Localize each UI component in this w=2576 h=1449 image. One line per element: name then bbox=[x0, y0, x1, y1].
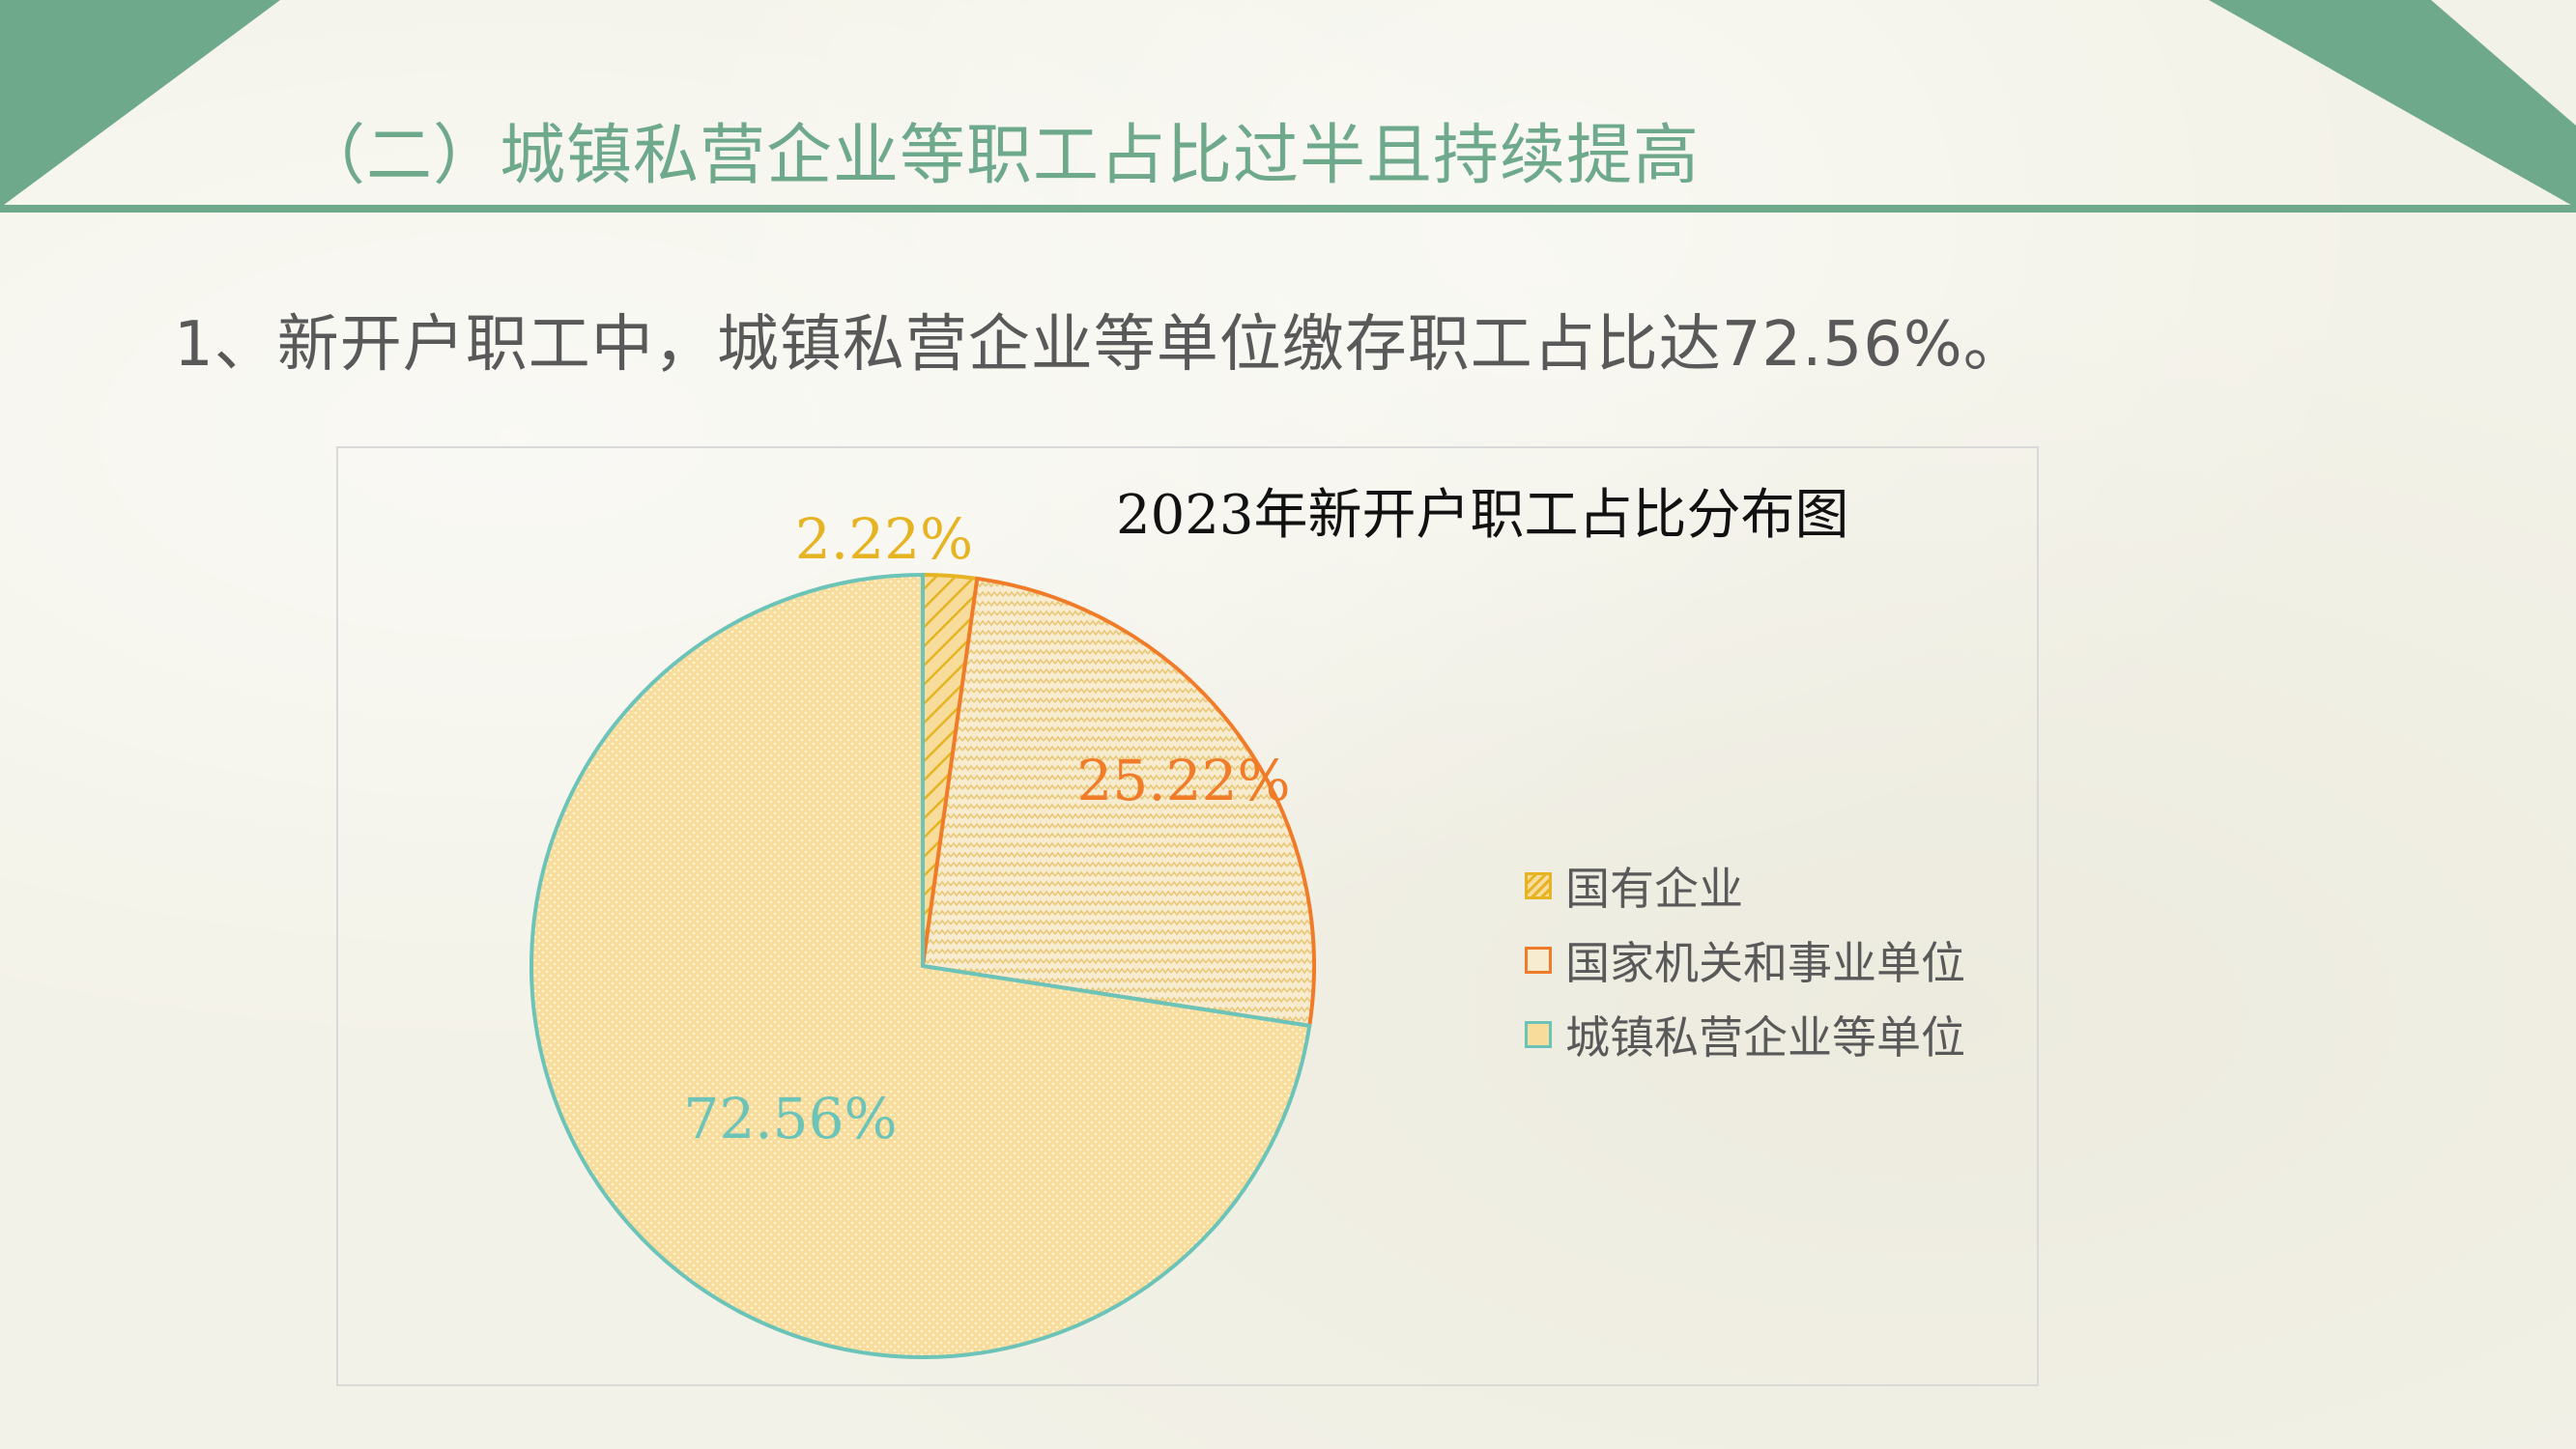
legend-label: 城镇私营企业等单位 bbox=[1565, 1010, 1965, 1064]
pie-slice bbox=[530, 572, 1312, 1359]
data-label: 72.56% bbox=[683, 1086, 897, 1151]
legend-label: 国家机关和事业单位 bbox=[1565, 936, 1965, 989]
chart-legend: 国有企业 国家机关和事业单位 城镇私营企业等单位 bbox=[1525, 848, 1965, 1071]
legend-item: 城镇私营企业等单位 bbox=[1525, 997, 1965, 1071]
page-heading: （二）城镇私营企业等职工占比过半且持续提高 bbox=[300, 118, 1701, 194]
pie-slice bbox=[920, 576, 1316, 1029]
legend-label: 国有企业 bbox=[1565, 862, 1743, 915]
header-rule bbox=[0, 205, 2576, 213]
chart-frame bbox=[336, 446, 2039, 1386]
corner-decoration-left bbox=[0, 0, 280, 208]
data-label: 2.22% bbox=[795, 506, 973, 572]
legend-item: 国有企业 bbox=[1525, 848, 1965, 923]
data-label: 25.22% bbox=[1076, 748, 1290, 813]
corner-decoration-right-cut bbox=[2431, 0, 2576, 126]
chart-title: 2023年新开户职工占比分布图 bbox=[1116, 484, 1849, 547]
page-subheading: 1、新开户职工中，城镇私营企业等单位缴存职工占比达72.56%。 bbox=[174, 309, 2026, 381]
legend-swatch-hatch bbox=[1525, 871, 1552, 899]
legend-swatch-zigzag bbox=[1525, 946, 1552, 974]
legend-item: 国家机关和事业单位 bbox=[1525, 923, 1965, 997]
legend-swatch-dots bbox=[1525, 1020, 1552, 1048]
